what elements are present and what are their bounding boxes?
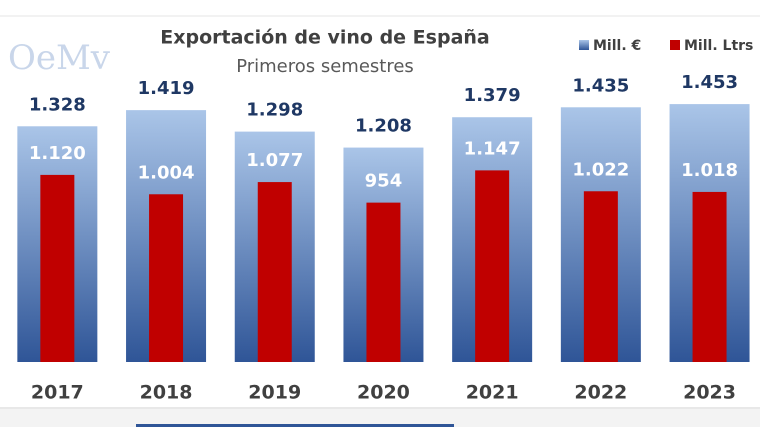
x-tick-label: 2017	[31, 382, 84, 404]
value-label: 1.120	[29, 143, 86, 164]
bar	[475, 170, 510, 362]
legend-swatch	[670, 40, 680, 50]
legend: Mill. € Mill. Ltrs	[579, 38, 753, 54]
x-tick-label: 2021	[466, 382, 519, 404]
chart-title: Exportación de vino de España	[160, 27, 490, 49]
value-label: 1.208	[355, 116, 412, 137]
value-label: 1.022	[572, 159, 629, 180]
legend-label: Mill. Ltrs	[684, 38, 753, 54]
value-label: 1.419	[138, 78, 195, 99]
x-tick-label: 2018	[140, 382, 193, 404]
bar	[257, 182, 292, 362]
chart-subtitle: Primeros semestres	[236, 56, 414, 77]
value-label: 1.379	[464, 85, 521, 106]
value-label: 1.077	[246, 150, 303, 171]
value-label: 1.147	[464, 138, 521, 159]
value-label: 1.435	[572, 75, 629, 96]
bar	[692, 191, 727, 362]
legend-swatch	[579, 40, 589, 50]
bar	[366, 202, 401, 362]
x-tick-label: 2023	[683, 382, 736, 404]
x-tick-label: 2019	[248, 382, 301, 404]
value-label: 1.328	[29, 94, 86, 115]
bar	[40, 174, 75, 362]
bar	[583, 191, 618, 362]
logo: OeMv	[8, 38, 111, 78]
legend-label: Mill. €	[593, 38, 641, 54]
bottom-accent	[136, 424, 454, 427]
value-label: 1.298	[246, 100, 303, 121]
x-tick-label: 2022	[574, 382, 627, 404]
x-tick-label: 2020	[357, 382, 410, 404]
value-label: 1.018	[681, 160, 738, 181]
bar	[149, 194, 184, 362]
value-label: 1.453	[681, 72, 738, 93]
value-label: 954	[365, 171, 403, 192]
value-label: 1.004	[138, 162, 195, 183]
bottom-strip	[0, 409, 760, 427]
